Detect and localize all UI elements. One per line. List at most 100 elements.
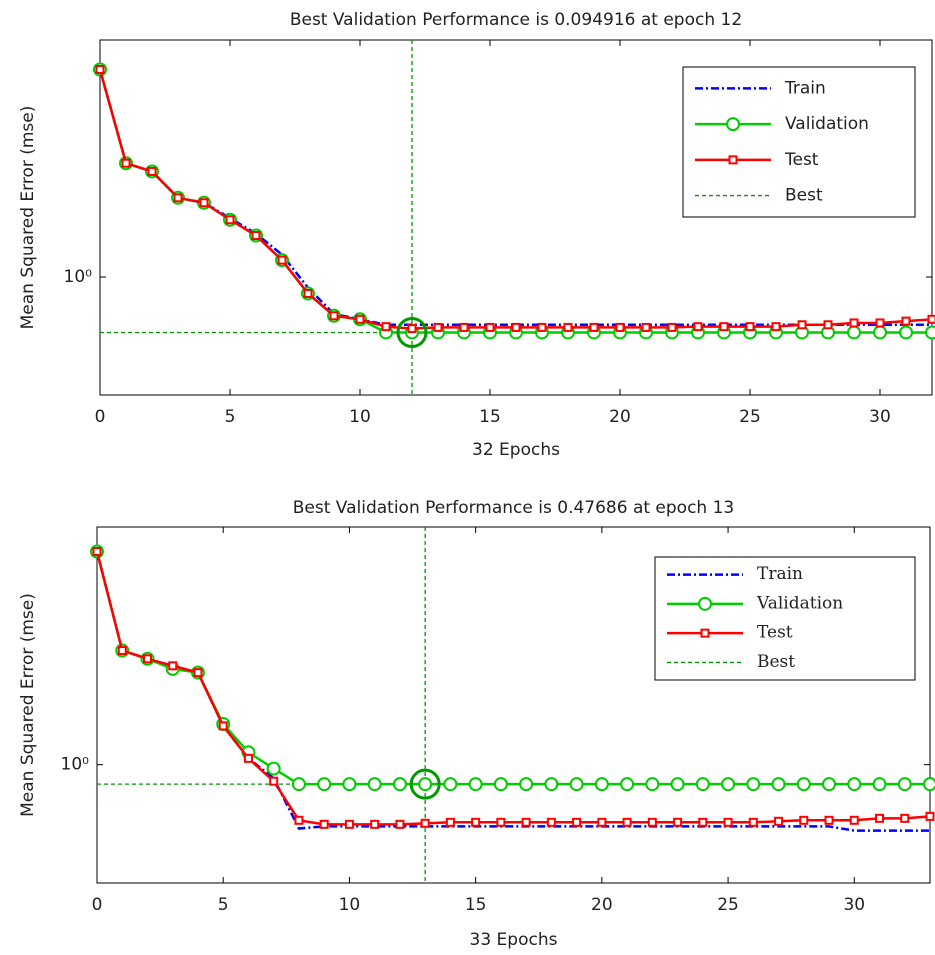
chart-title: Best Validation Performance is 0.47686 a… (293, 498, 735, 518)
y-tick-label: 10⁰ (61, 755, 90, 775)
marker (142, 654, 152, 664)
marker (641, 322, 651, 332)
marker (193, 668, 203, 678)
marker (355, 314, 365, 324)
marker (294, 815, 304, 825)
legend-marker (698, 596, 712, 611)
legend-label: Validation (785, 114, 869, 134)
marker (927, 314, 935, 324)
marker (485, 322, 495, 332)
x-tick-label: 10 (349, 407, 371, 427)
x-tick-label: 25 (717, 895, 739, 915)
marker (849, 318, 859, 328)
marker (392, 777, 407, 792)
marker (620, 777, 635, 792)
marker (443, 777, 458, 792)
x-tick-label: 0 (95, 407, 106, 427)
marker (342, 777, 357, 792)
marker (319, 819, 329, 829)
marker (344, 819, 354, 829)
marker (243, 753, 253, 763)
marker (900, 813, 910, 823)
marker (291, 777, 306, 792)
marker (546, 817, 556, 827)
best-marker (396, 316, 428, 348)
marker (445, 817, 455, 827)
marker (923, 777, 935, 792)
y-axis-label: Mean Squared Error (mse) (18, 106, 38, 330)
marker (597, 817, 607, 827)
chart: Best Validation Performance is 0.47686 a… (18, 498, 935, 950)
marker (670, 777, 685, 792)
legend-label: Test (784, 150, 819, 170)
x-tick-label: 20 (591, 895, 613, 915)
marker (418, 777, 433, 792)
marker (875, 318, 885, 328)
marker (745, 322, 755, 332)
marker (544, 777, 559, 792)
marker (329, 311, 339, 321)
x-tick-label: 0 (92, 895, 103, 915)
marker (748, 817, 758, 827)
marker (897, 777, 912, 792)
marker (370, 819, 380, 829)
chart: Best Validation Performance is 0.094916 … (18, 10, 935, 460)
marker (822, 777, 837, 792)
x-tick-label: 5 (218, 895, 229, 915)
x-tick-label: 30 (843, 895, 865, 915)
marker (92, 547, 102, 557)
marker (381, 322, 391, 332)
marker (168, 661, 178, 671)
marker (723, 817, 733, 827)
series-line (95, 551, 930, 786)
marker (511, 322, 521, 332)
marker (493, 777, 508, 792)
marker (269, 776, 279, 786)
marker (823, 320, 833, 330)
marker (395, 819, 405, 829)
marker (695, 777, 710, 792)
marker (147, 166, 157, 176)
x-axis-label: 32 Epochs (472, 440, 560, 460)
marker (569, 777, 584, 792)
marker (225, 215, 235, 225)
x-tick-label: 15 (465, 895, 487, 915)
marker (496, 817, 506, 827)
marker (277, 255, 287, 265)
x-axis-label: 33 Epochs (470, 930, 558, 950)
marker (519, 777, 534, 792)
marker (622, 817, 632, 827)
legend-label: Train (784, 78, 826, 98)
marker (796, 777, 811, 792)
x-tick-label: 20 (609, 407, 631, 427)
marker (218, 721, 228, 731)
legend-label: Train (757, 564, 803, 584)
marker (847, 777, 862, 792)
marker (673, 817, 683, 827)
marker (589, 322, 599, 332)
legend-label: Test (757, 623, 793, 643)
marker (771, 322, 781, 332)
marker (420, 818, 430, 828)
marker (797, 320, 807, 330)
marker (847, 325, 861, 340)
x-tick-label: 10 (339, 895, 361, 915)
marker (521, 817, 531, 827)
marker (746, 777, 761, 792)
marker (873, 325, 887, 340)
chart-title: Best Validation Performance is 0.094916 … (290, 10, 742, 30)
marker (824, 815, 834, 825)
marker (563, 322, 573, 332)
marker (721, 777, 736, 792)
legend-marker (728, 155, 738, 165)
marker (317, 777, 332, 792)
marker (693, 322, 703, 332)
marker (433, 322, 443, 332)
marker (367, 777, 382, 792)
marker (899, 325, 913, 340)
legend-marker (700, 628, 710, 638)
marker (771, 777, 786, 792)
legend-marker (726, 117, 740, 132)
marker (719, 322, 729, 332)
